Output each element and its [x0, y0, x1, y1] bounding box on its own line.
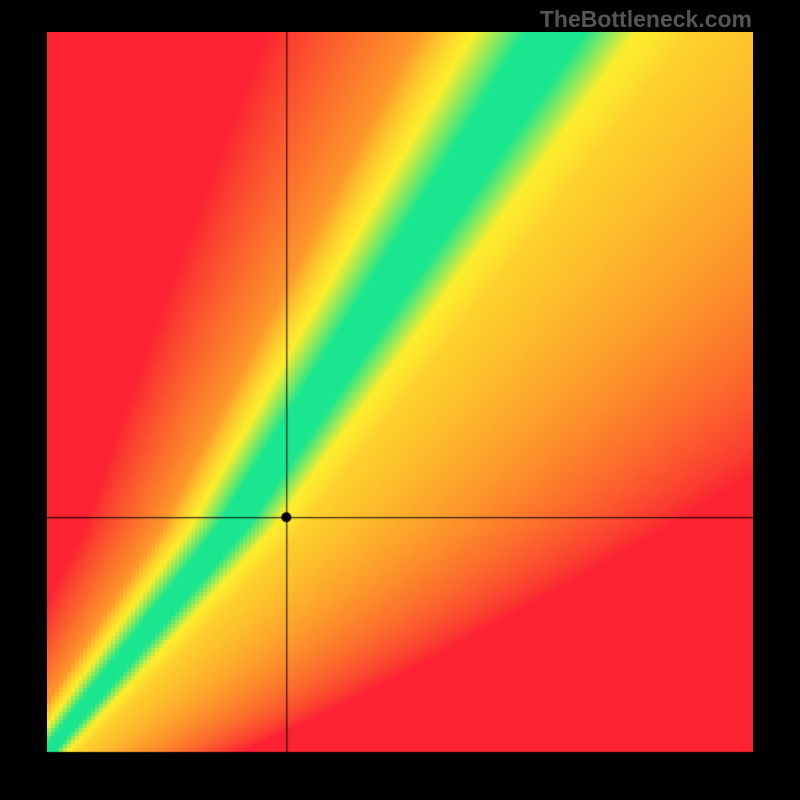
heatmap-canvas: [47, 32, 753, 753]
plot-area: [47, 32, 753, 753]
chart-frame: TheBottleneck.com: [0, 0, 800, 800]
watermark-text: TheBottleneck.com: [540, 6, 752, 33]
